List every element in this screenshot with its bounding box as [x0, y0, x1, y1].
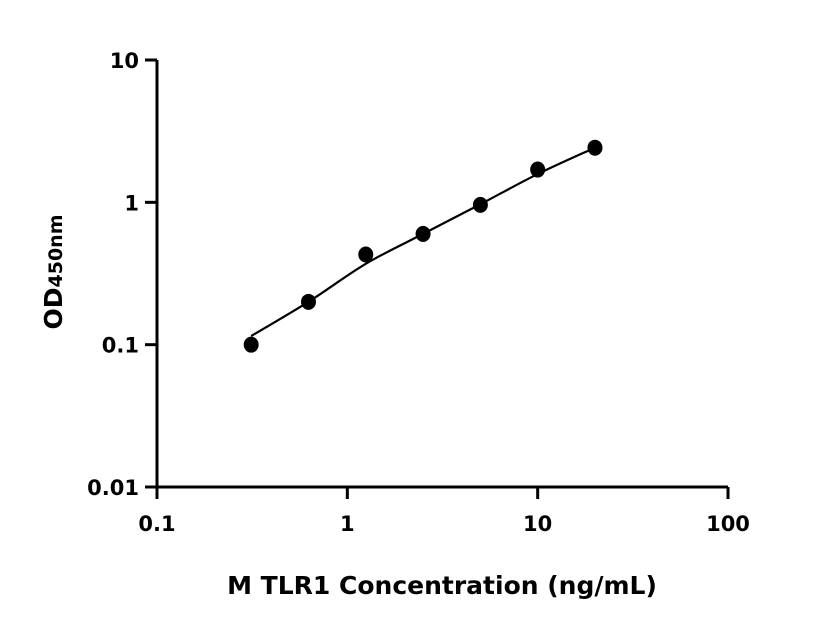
data-point	[415, 225, 431, 242]
y-tick-label: 10	[110, 49, 139, 73]
y-axis-label-main: OD	[39, 287, 68, 329]
data-point	[358, 246, 374, 263]
x-axis-label: M TLR1 Concentration (ng/mL)	[227, 571, 657, 600]
y-axis-label-subscript: 450nm	[45, 214, 67, 287]
y-axis-label: OD450nm	[39, 214, 68, 329]
data-point	[530, 161, 546, 178]
data-point	[472, 196, 488, 213]
axes	[145, 58, 730, 499]
x-tick-label: 0.1	[138, 512, 175, 536]
data-point	[243, 336, 259, 353]
tick-labels: 0.1 1 10 100 0.01 0.1 1 10	[87, 49, 750, 536]
x-tick-label: 10	[523, 512, 552, 536]
x-tick-label: 1	[340, 512, 355, 536]
y-tick-label: 1	[124, 191, 139, 215]
y-tick-label: 0.01	[87, 476, 139, 500]
data-point	[587, 139, 603, 156]
data-point	[300, 293, 316, 310]
data-points	[243, 139, 603, 353]
x-tick-label: 100	[706, 512, 750, 536]
y-tick-label: 0.1	[102, 334, 139, 358]
